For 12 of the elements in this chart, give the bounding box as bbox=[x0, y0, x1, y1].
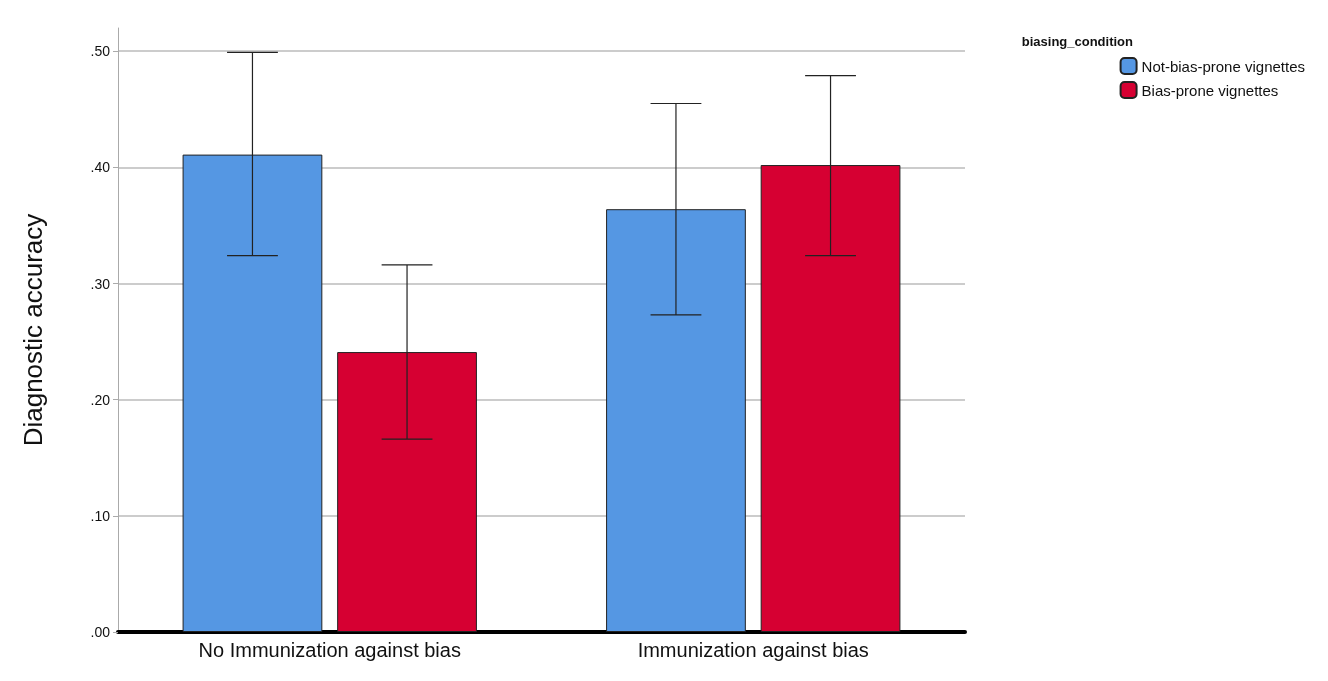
y-tick-label: .30 bbox=[90, 275, 111, 292]
x-tick-label: No Immunization against bias bbox=[198, 639, 461, 661]
legend-label: Not-bias-prone vignettes bbox=[1141, 57, 1305, 75]
y-tick-label: .20 bbox=[90, 391, 111, 408]
y-tick-label: .10 bbox=[90, 507, 111, 524]
y-tick-label: .00 bbox=[90, 624, 111, 640]
x-tick-label: Immunization against bias bbox=[637, 639, 869, 661]
legend-title: biasing_condition bbox=[1021, 34, 1134, 49]
y-tick-label: .40 bbox=[90, 159, 111, 176]
y-axis-title: Diagnostic accuracy bbox=[18, 213, 48, 447]
y-tick-label: .50 bbox=[90, 43, 111, 60]
legend-label: Bias-prone vignettes bbox=[1141, 81, 1279, 99]
